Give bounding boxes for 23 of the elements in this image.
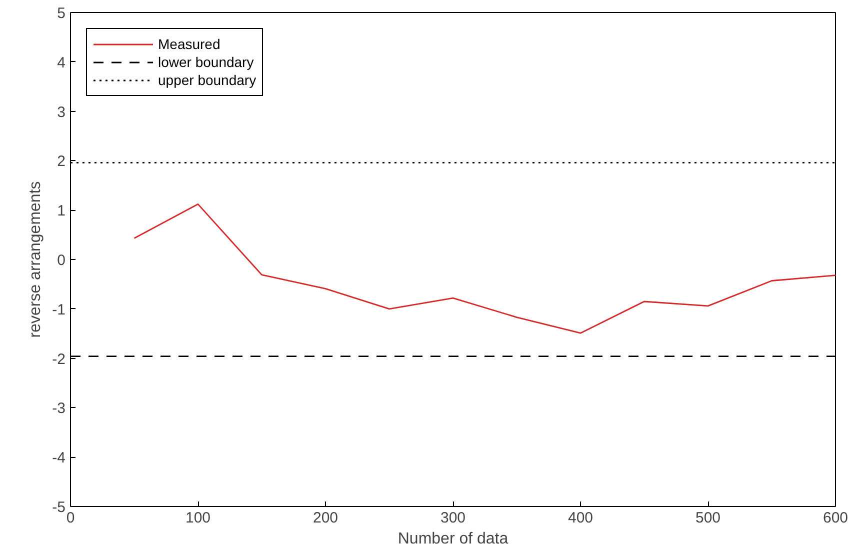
x-tick-label: 100	[185, 510, 211, 526]
legend-label: upper boundary	[158, 71, 256, 89]
legend-label: Measured	[158, 35, 220, 53]
y-axis-title: reverse arrangements	[27, 181, 44, 338]
y-tick-label: -3	[52, 400, 66, 418]
y-tick-label: -2	[52, 350, 66, 368]
y-tick-label: -4	[52, 450, 66, 467]
y-tick-label: 4	[57, 54, 66, 72]
x-tick-label: 300	[440, 510, 466, 526]
y-tick-label: 3	[57, 104, 66, 121]
y-tick-label: -1	[52, 301, 66, 318]
y-tick-label: 5	[57, 5, 66, 22]
x-tick-label: 200	[312, 510, 338, 526]
line-series	[134, 203, 836, 334]
x-tick-label: 500	[695, 510, 721, 526]
y-tick-label: 0	[57, 252, 66, 269]
x-tick-label: 400	[568, 510, 594, 526]
x-axis-title: Number of data	[398, 530, 508, 548]
x-tick-label: 600	[822, 510, 848, 526]
y-tick-label: -5	[52, 499, 66, 516]
y-tick-label: 1	[57, 202, 66, 220]
y-tick-label: 2	[57, 153, 66, 170]
legend-label: lower boundary	[158, 53, 254, 71]
